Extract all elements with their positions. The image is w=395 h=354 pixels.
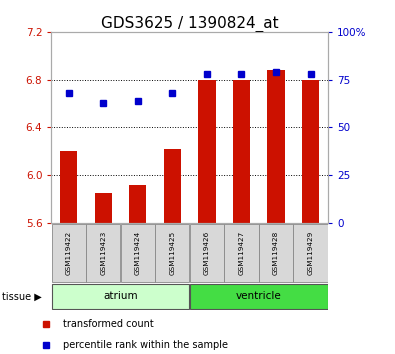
FancyBboxPatch shape [120, 224, 155, 282]
Bar [94, 193, 112, 223]
FancyBboxPatch shape [190, 284, 328, 309]
Bar [129, 185, 147, 223]
Text: GSM119422: GSM119422 [66, 231, 71, 275]
FancyBboxPatch shape [155, 224, 190, 282]
Bar [60, 151, 77, 223]
FancyBboxPatch shape [224, 224, 259, 282]
Text: GSM119424: GSM119424 [135, 231, 141, 275]
Text: GSM119427: GSM119427 [239, 231, 245, 275]
FancyBboxPatch shape [293, 224, 328, 282]
Title: GDS3625 / 1390824_at: GDS3625 / 1390824_at [101, 16, 278, 32]
FancyBboxPatch shape [190, 224, 224, 282]
Text: GSM119428: GSM119428 [273, 231, 279, 275]
Text: GSM119426: GSM119426 [204, 231, 210, 275]
Text: GSM119423: GSM119423 [100, 231, 106, 275]
Text: tissue ▶: tissue ▶ [2, 291, 42, 302]
FancyBboxPatch shape [51, 284, 190, 309]
Text: ventricle: ventricle [236, 291, 282, 302]
Bar [198, 80, 216, 223]
Text: GSM119425: GSM119425 [169, 231, 175, 275]
FancyBboxPatch shape [86, 224, 120, 282]
Text: GSM119429: GSM119429 [308, 231, 314, 275]
Text: transformed count: transformed count [63, 319, 154, 329]
Text: atrium: atrium [103, 291, 138, 302]
FancyBboxPatch shape [51, 224, 86, 282]
Bar [164, 149, 181, 223]
FancyBboxPatch shape [259, 224, 293, 282]
Bar [302, 80, 319, 223]
Bar [267, 70, 285, 223]
Text: percentile rank within the sample: percentile rank within the sample [63, 340, 228, 350]
Bar [233, 80, 250, 223]
